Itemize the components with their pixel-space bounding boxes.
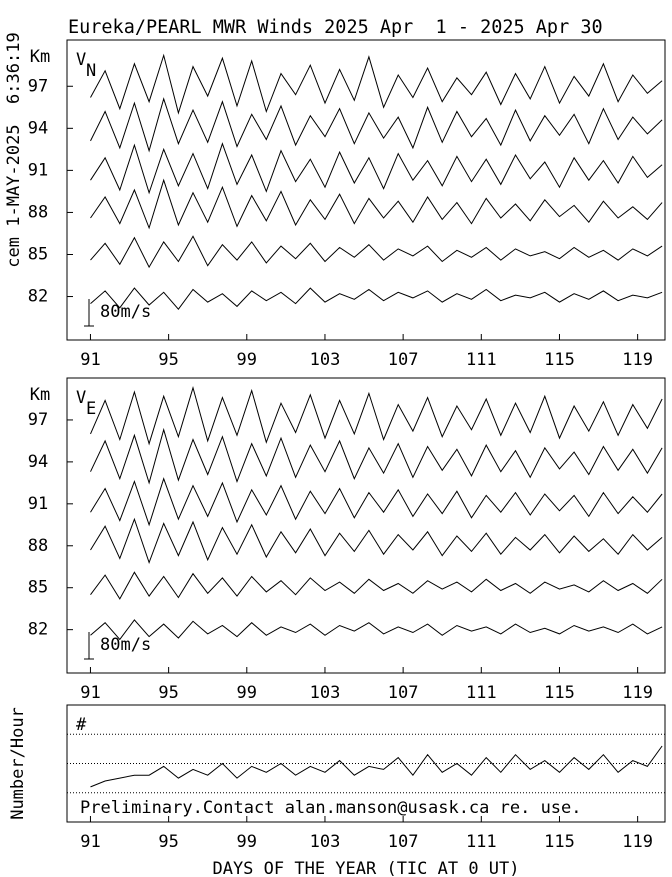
x-tick-label: 95 <box>158 832 178 852</box>
x-tick-label: 115 <box>544 350 575 370</box>
panel-subscript: N <box>86 61 96 81</box>
panel-label: V <box>76 388 86 408</box>
x-tick-label: 103 <box>310 683 341 703</box>
y-tick-label: 94 <box>28 118 48 138</box>
y-tick-label: 97 <box>28 410 48 430</box>
x-tick-label: 103 <box>310 832 341 852</box>
y-tick-label: 85 <box>28 244 48 264</box>
y-tick-label: 82 <box>28 620 48 640</box>
y-tick-label: 91 <box>28 160 48 180</box>
y-tick-label: 94 <box>28 452 48 472</box>
x-tick-label: 91 <box>80 350 100 370</box>
wind-trace <box>90 517 663 564</box>
wind-trace <box>90 53 663 115</box>
x-tick-label: 111 <box>466 350 497 370</box>
x-tick-label: 119 <box>622 683 653 703</box>
y-axis-label: Number/Hour <box>8 707 28 820</box>
x-tick-label: 107 <box>388 350 419 370</box>
x-tick-label: 99 <box>237 832 257 852</box>
x-tick-label: 111 <box>466 832 497 852</box>
panel-label: V <box>76 50 86 70</box>
side-label: cem 1-MAY-2025 6:36:19 <box>4 32 24 267</box>
panel-frame <box>66 39 666 341</box>
y-axis-label: Km <box>30 47 50 67</box>
y-tick-label: 97 <box>28 76 48 96</box>
y-tick-label: 82 <box>28 287 48 307</box>
wind-trace <box>90 235 663 269</box>
wind-trace <box>90 178 663 230</box>
wind-trace <box>90 571 663 600</box>
x-tick-label: 111 <box>466 683 497 703</box>
x-tick-label: 99 <box>237 683 257 703</box>
x-tick-label: 91 <box>80 832 100 852</box>
annotation: Preliminary.Contact alan.manson@usask.ca… <box>80 798 582 818</box>
x-tick-label: 107 <box>388 683 419 703</box>
x-tick-label: 103 <box>310 350 341 370</box>
scale-label: 80m/s <box>100 302 151 322</box>
x-tick-label: 107 <box>388 832 419 852</box>
x-tick-label: 95 <box>158 683 178 703</box>
wind-trace <box>90 619 663 641</box>
chart-title: Eureka/PEARL MWR Winds 2025 Apr 1 - 2025… <box>68 17 603 38</box>
panel-frame <box>66 377 666 674</box>
wind-trace <box>90 477 663 527</box>
wind-trace <box>90 287 663 310</box>
x-tick-label: 115 <box>544 832 575 852</box>
wind-trace <box>90 745 663 788</box>
x-tick-label: 91 <box>80 683 100 703</box>
x-tick-label: 119 <box>622 832 653 852</box>
y-tick-label: 88 <box>28 202 48 222</box>
x-axis-label: DAYS OF THE YEAR (TIC AT 0 UT) <box>212 859 519 877</box>
y-axis-label: Km <box>30 385 50 405</box>
wind-trace <box>90 385 663 446</box>
y-tick-label: 91 <box>28 494 48 514</box>
x-tick-label: 115 <box>544 683 575 703</box>
x-tick-label: 99 <box>237 350 257 370</box>
y-tick-label: 85 <box>28 578 48 598</box>
x-tick-label: 95 <box>158 350 178 370</box>
wind-trace <box>90 427 663 485</box>
wind-trace <box>90 97 663 153</box>
y-tick-label: 88 <box>28 536 48 556</box>
scale-label: 80m/s <box>100 635 151 655</box>
panel-subscript: E <box>86 399 96 419</box>
wind-trace <box>90 142 663 195</box>
panel-label: # <box>76 715 87 735</box>
x-tick-label: 119 <box>622 350 653 370</box>
